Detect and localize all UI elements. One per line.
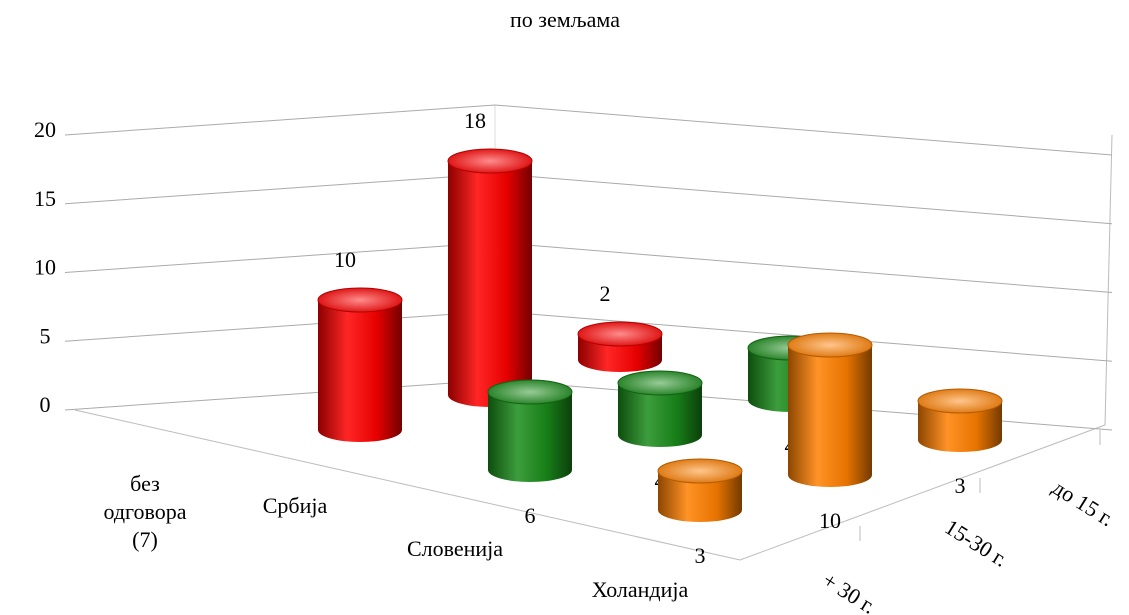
- value-label: 3: [955, 473, 966, 498]
- cylinder-top: [317, 287, 403, 313]
- y-tick-label: 20: [34, 117, 56, 142]
- bar-cylinder: [917, 388, 1003, 452]
- bar-cylinder: [787, 332, 873, 487]
- value-label: 18: [464, 108, 486, 133]
- wall-edge: [1104, 134, 1113, 426]
- y-tick-label: 0: [40, 392, 51, 417]
- series-label: до 15 г.: [1048, 475, 1118, 532]
- series-label: + 30 г.: [818, 567, 880, 615]
- series-label: 15-30 г.: [940, 514, 1012, 572]
- bar-cylinder: [317, 287, 403, 442]
- floor-edge: [74, 409, 1106, 561]
- cylinder-top: [617, 370, 703, 396]
- cylinder-top: [787, 332, 873, 358]
- x-tick-label: Србија: [262, 493, 328, 518]
- y-tick-label: 10: [34, 255, 56, 280]
- grid-line: [64, 104, 1113, 156]
- bar-cylinder: [577, 321, 663, 372]
- cylinder-body: [488, 392, 572, 470]
- bar-cylinder: [617, 370, 703, 447]
- cylinder-top: [657, 458, 743, 484]
- cylinder-body: [448, 161, 532, 395]
- grid-line: [64, 241, 1113, 293]
- cylinder-body: [318, 300, 402, 430]
- cylinder-top: [487, 379, 573, 405]
- value-label: 10: [334, 247, 356, 272]
- value-label: 6: [525, 503, 536, 528]
- y-tick-label: 15: [34, 186, 56, 211]
- x-tick-label: Холандија: [591, 577, 689, 602]
- cylinder-top: [577, 321, 663, 347]
- value-label: 10: [819, 508, 841, 533]
- cylinder-body: [788, 345, 872, 475]
- bar-cylinder: [487, 379, 573, 482]
- value-label: 2: [600, 281, 611, 306]
- bar-cylinder: [657, 458, 743, 522]
- cylinder-top: [447, 148, 533, 174]
- y-tick-label: 5: [40, 323, 51, 348]
- bar-cylinder: [447, 148, 533, 407]
- chart-title: по земљама: [510, 7, 620, 32]
- x-tick-label: без одговора (7): [103, 471, 187, 552]
- x-tick-label: Словенија: [406, 536, 504, 561]
- value-label: 3: [695, 543, 706, 568]
- cylinder-top: [917, 388, 1003, 414]
- grid-line: [64, 173, 1113, 225]
